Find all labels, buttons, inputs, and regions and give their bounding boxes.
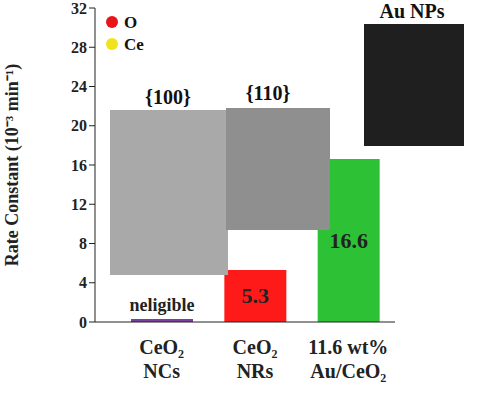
svg-text:8: 8 — [79, 235, 87, 252]
svg-text:11.6 wt%Au/CeO₂: 11.6 wt%Au/CeO₂ — [308, 336, 388, 382]
svg-text:CeO₂NRs: CeO₂NRs — [233, 336, 278, 382]
svg-text:32: 32 — [71, 0, 87, 17]
svg-text:Au NPs: Au NPs — [379, 0, 444, 22]
svg-text:5.3: 5.3 — [242, 283, 270, 308]
svg-text:16: 16 — [71, 157, 87, 174]
svg-text:20: 20 — [71, 117, 87, 134]
svg-text:CeO₂NCs: CeO₂NCs — [139, 336, 184, 382]
svg-text:{100}: {100} — [145, 86, 191, 108]
svg-text:neligible: neligible — [129, 295, 194, 315]
svg-text:O: O — [124, 13, 137, 32]
svg-text:24: 24 — [71, 78, 87, 95]
svg-text:0: 0 — [79, 314, 87, 331]
svg-text:28: 28 — [71, 39, 87, 56]
svg-text:4: 4 — [79, 274, 87, 291]
svg-text:12: 12 — [71, 196, 87, 213]
svg-text:{110}: {110} — [246, 82, 291, 104]
svg-text:Rate Constant (10⁻³ min⁻¹): Rate Constant (10⁻³ min⁻¹) — [2, 64, 23, 266]
svg-text:Ce: Ce — [124, 35, 144, 54]
svg-text:16.6: 16.6 — [329, 228, 368, 253]
